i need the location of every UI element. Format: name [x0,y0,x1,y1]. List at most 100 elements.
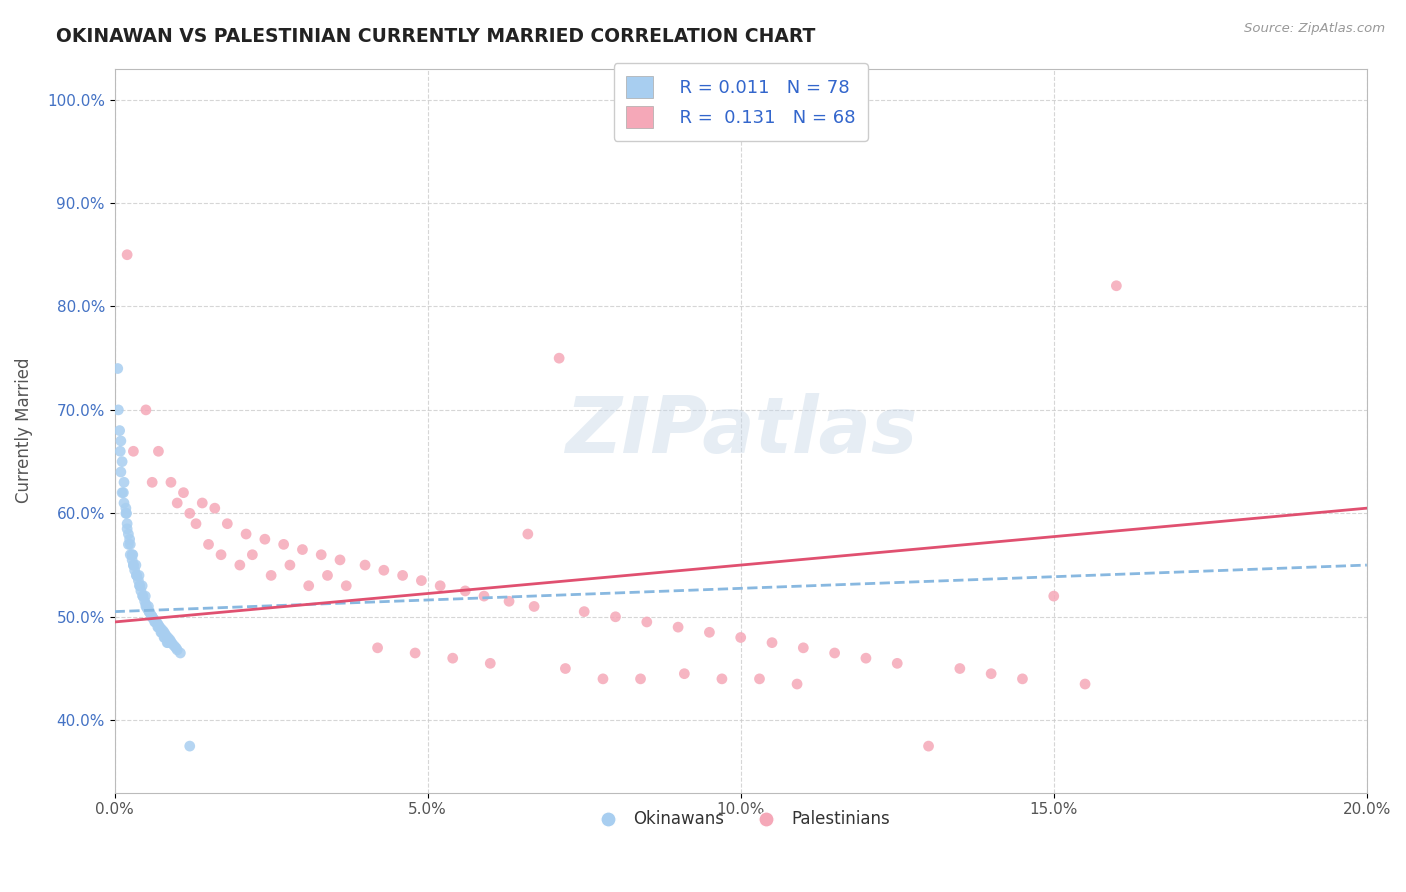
Point [179,506,201,520]
Point [125,568,148,582]
Point [148,444,170,458]
Point [156,635,179,649]
Point [146,620,169,634]
Point [110,444,132,458]
Point [141,609,163,624]
Point [122,558,145,572]
Point [260,568,283,582]
Point [309,548,332,562]
Point [197,537,219,551]
Point [117,527,139,541]
Point [429,579,451,593]
Point [980,666,1002,681]
Point [135,599,157,614]
Point [572,605,595,619]
Point [278,558,301,572]
Point [191,496,214,510]
Point [146,615,169,630]
Point [138,605,160,619]
Point [204,501,226,516]
Point [554,661,576,675]
Point [132,589,155,603]
Point [165,640,187,655]
Point [253,532,276,546]
Point [111,455,134,469]
Point [273,537,295,551]
Point [172,485,194,500]
Point [169,646,191,660]
Point [886,657,908,671]
Point [134,594,156,608]
Point [516,527,538,541]
Point [107,361,129,376]
Text: Source: ZipAtlas.com: Source: ZipAtlas.com [1244,22,1385,36]
Point [636,615,658,629]
Point [120,548,142,562]
Point [108,424,131,438]
Point [150,622,173,636]
Point [143,615,166,629]
Point [240,548,263,562]
Point [156,635,179,649]
Point [404,646,426,660]
Point [115,501,138,516]
Point [153,631,176,645]
Point [136,601,159,615]
Point [138,599,160,614]
Point [824,646,846,660]
Point [127,574,149,588]
Point [135,403,157,417]
Point [150,625,173,640]
Point [673,666,696,681]
Point [160,634,183,648]
Point [166,643,188,657]
Point [139,607,162,622]
Point [120,537,142,551]
Point [153,631,176,645]
Point [128,579,150,593]
Point [143,615,166,629]
Point [316,568,339,582]
Point [441,651,464,665]
Point [124,563,146,577]
Point [129,583,152,598]
Point [112,475,135,490]
Point [121,548,143,562]
Legend: Okinawans, Palestinians: Okinawans, Palestinians [585,804,897,835]
Point [855,651,877,665]
Point [141,609,163,624]
Point [148,620,170,634]
Point [128,568,150,582]
Point [1042,589,1064,603]
Point [141,609,163,624]
Point [949,661,972,675]
Point [118,532,141,546]
Point [131,579,153,593]
Point [159,632,181,647]
Point [411,574,433,588]
Point [630,672,652,686]
Text: ZIPatlas: ZIPatlas [565,392,917,468]
Point [184,516,207,531]
Point [115,506,138,520]
Point [917,739,939,753]
Point [498,594,520,608]
Point [748,672,770,686]
Point [160,475,183,490]
Point [730,631,752,645]
Point [786,677,808,691]
Point [354,558,377,572]
Point [153,626,176,640]
Point [235,527,257,541]
Point [107,403,129,417]
Point [121,548,143,562]
Point [112,485,135,500]
Point [298,579,321,593]
Point [454,583,477,598]
Point [166,496,188,510]
Point [291,542,314,557]
Point [115,516,138,531]
Point [160,637,183,651]
Point [138,605,160,619]
Point [122,444,145,458]
